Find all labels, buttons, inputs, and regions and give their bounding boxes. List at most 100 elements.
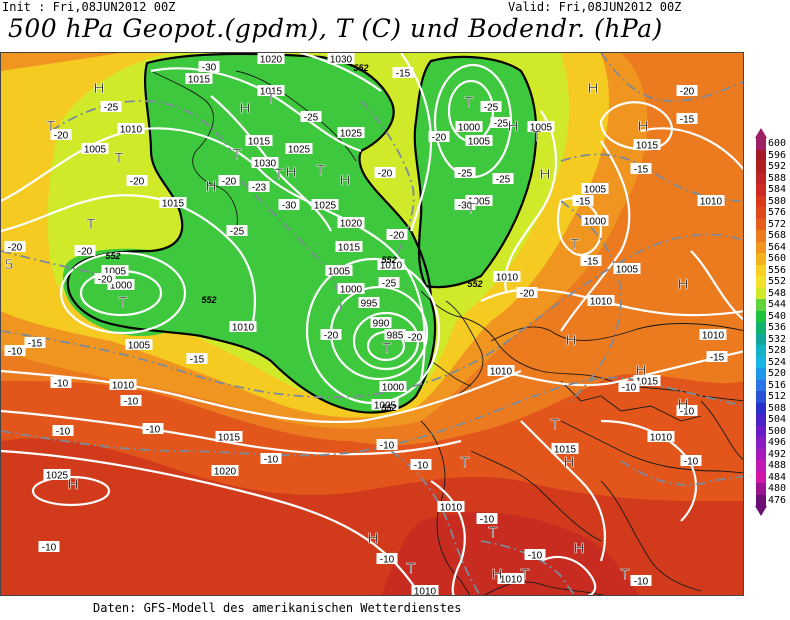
isotherm-label-text: -20 xyxy=(432,133,447,144)
isobar-label-bg xyxy=(613,263,641,274)
isotherm-label: -20 xyxy=(218,175,240,188)
isobar-label: 1025 xyxy=(337,127,365,140)
colorbar-label: 580 xyxy=(768,195,787,207)
low-pressure-center: T xyxy=(520,566,529,583)
colorbar-label: 508 xyxy=(768,402,787,414)
isotherm-label: -25 xyxy=(226,225,248,238)
isotherm-label-text: -15 xyxy=(28,339,43,350)
isotherm-label-text: -20 xyxy=(680,87,695,98)
high-pressure-center: H xyxy=(206,178,217,195)
isobar-label-bg xyxy=(337,127,365,138)
isotherm-label-text: -20 xyxy=(324,331,339,342)
isotherm-label-bg xyxy=(226,225,248,236)
colorbar-label: 524 xyxy=(768,356,787,368)
isotherm-label: -25 xyxy=(300,111,322,124)
isobar-label-bg xyxy=(633,375,661,386)
isotherm-label-text: -25 xyxy=(484,103,499,114)
isobar-label: 1015 xyxy=(185,73,213,86)
isotherm-label-text: -20 xyxy=(130,177,145,188)
isotherm-label-bg xyxy=(278,199,300,210)
colorbar-swatch xyxy=(756,241,766,253)
temperature-label-layer: -30 -15 -25 -25 -25 -25 -20 -20 -20 -20 -23 -20 -25 -… xyxy=(4,61,728,588)
isotherm-label-text: -30 xyxy=(458,201,473,212)
low-pressure-center: T xyxy=(532,128,541,145)
isotherm-label: -20 xyxy=(126,175,148,188)
isobar-label-text: 1015 xyxy=(260,87,283,98)
geopotential-label: 552 xyxy=(201,295,216,305)
isobar-label-bg xyxy=(455,121,483,132)
isobar-label: 1015 xyxy=(215,431,243,444)
isobar-label-bg xyxy=(245,135,273,146)
isobar-label-bg xyxy=(311,199,339,210)
isotherm-label-text: -25 xyxy=(496,175,511,186)
isobar-label-text: 1010 xyxy=(380,261,403,272)
isobar-label-text: 1010 xyxy=(700,197,723,208)
high-pressure-center: H xyxy=(240,100,251,117)
geopotential-label-layer: 552 552 552 552 552 552 xyxy=(105,63,482,413)
isobar-label: 985 xyxy=(384,329,406,342)
isobar-label: 1000 xyxy=(337,283,365,296)
isotherm-label: -10 xyxy=(618,381,640,394)
isobar-label-text: 1010 xyxy=(650,433,673,444)
isobar-label-bg xyxy=(109,379,137,390)
low-pressure-center: T xyxy=(406,560,415,577)
isobar-label-text: 1010 xyxy=(414,587,437,597)
isobar-label: 1010 xyxy=(647,431,675,444)
isotherm-label-bg xyxy=(386,229,408,240)
isobar-label-text: 1000 xyxy=(458,123,481,134)
isobar-label-text: 1020 xyxy=(340,219,363,230)
valid-time: Valid: Fri,08JUN2012 00Z xyxy=(508,0,682,14)
isobar-label-text: 1010 xyxy=(112,381,135,392)
isobar-label: 1010 xyxy=(437,501,465,514)
low-pressure-center: T xyxy=(382,340,391,357)
isotherm-label-bg xyxy=(492,173,514,184)
isobar-label: 1015 xyxy=(245,135,273,148)
colorbar-label: 564 xyxy=(768,241,787,253)
isobar-label-text: 1015 xyxy=(188,75,211,86)
isobar-label-text: 1030 xyxy=(254,159,277,170)
isotherm-label-text: -10 xyxy=(480,515,495,526)
high-pressure-center: H xyxy=(574,540,585,557)
colorbar-label: 560 xyxy=(768,253,787,264)
isotherm-label-text: -10 xyxy=(380,441,395,452)
isobar-label-text: 1010 xyxy=(496,273,519,284)
low-pressure-center: T xyxy=(460,454,469,471)
high-pressure-center: H xyxy=(678,396,689,413)
high-pressure-center: H xyxy=(638,118,649,135)
isobar-label: 1005 xyxy=(101,265,129,278)
isobar-label-text: 990 xyxy=(373,319,390,330)
isobar-label-text: 1000 xyxy=(340,285,363,296)
data-source-note: Daten: GFS-Modell des amerikanischen Wet… xyxy=(93,601,462,615)
isotherm-label-bg xyxy=(38,541,60,552)
colorbar-swatch xyxy=(756,253,766,265)
isobar-label: 1010 xyxy=(411,585,439,597)
colorbar-swatch xyxy=(756,368,766,380)
isotherm-label-text: -25 xyxy=(494,119,509,130)
colorbar-swatch xyxy=(756,414,766,426)
isotherm-label-text: -20 xyxy=(390,231,405,242)
isobar-label-text: 1020 xyxy=(260,55,283,66)
high-pressure-center: H xyxy=(678,276,689,293)
isobar-label-bg xyxy=(327,53,355,64)
isotherm-label-text: -10 xyxy=(124,397,139,408)
isobar-label-text: 995 xyxy=(361,299,378,310)
isobar-label: 1015 xyxy=(551,443,579,456)
isotherm-label-text: -20 xyxy=(54,131,69,142)
isotherm-label: -15 xyxy=(572,195,594,208)
isobar-label-text: 1010 xyxy=(232,323,255,334)
colorbar-swatch xyxy=(756,391,766,403)
geopotential-label: 552 xyxy=(467,279,482,289)
colorbar-label: 536 xyxy=(768,322,787,333)
high-pressure-center: H xyxy=(540,166,551,183)
isobar-label: 1000 xyxy=(581,215,609,228)
isotherm-label-text: -10 xyxy=(528,551,543,562)
colorbar-swatch xyxy=(756,437,766,449)
isobar-label-bg xyxy=(257,85,285,96)
isotherm-label-text: -10 xyxy=(634,577,649,588)
isobar-label-bg xyxy=(215,431,243,442)
isotherm-label-bg xyxy=(100,101,122,112)
isobar-label-text: 1010 xyxy=(440,503,463,514)
isotherm-label: -25 xyxy=(100,101,122,114)
isobar-label: 1015 xyxy=(257,85,285,98)
isobar-label-bg xyxy=(117,123,145,134)
